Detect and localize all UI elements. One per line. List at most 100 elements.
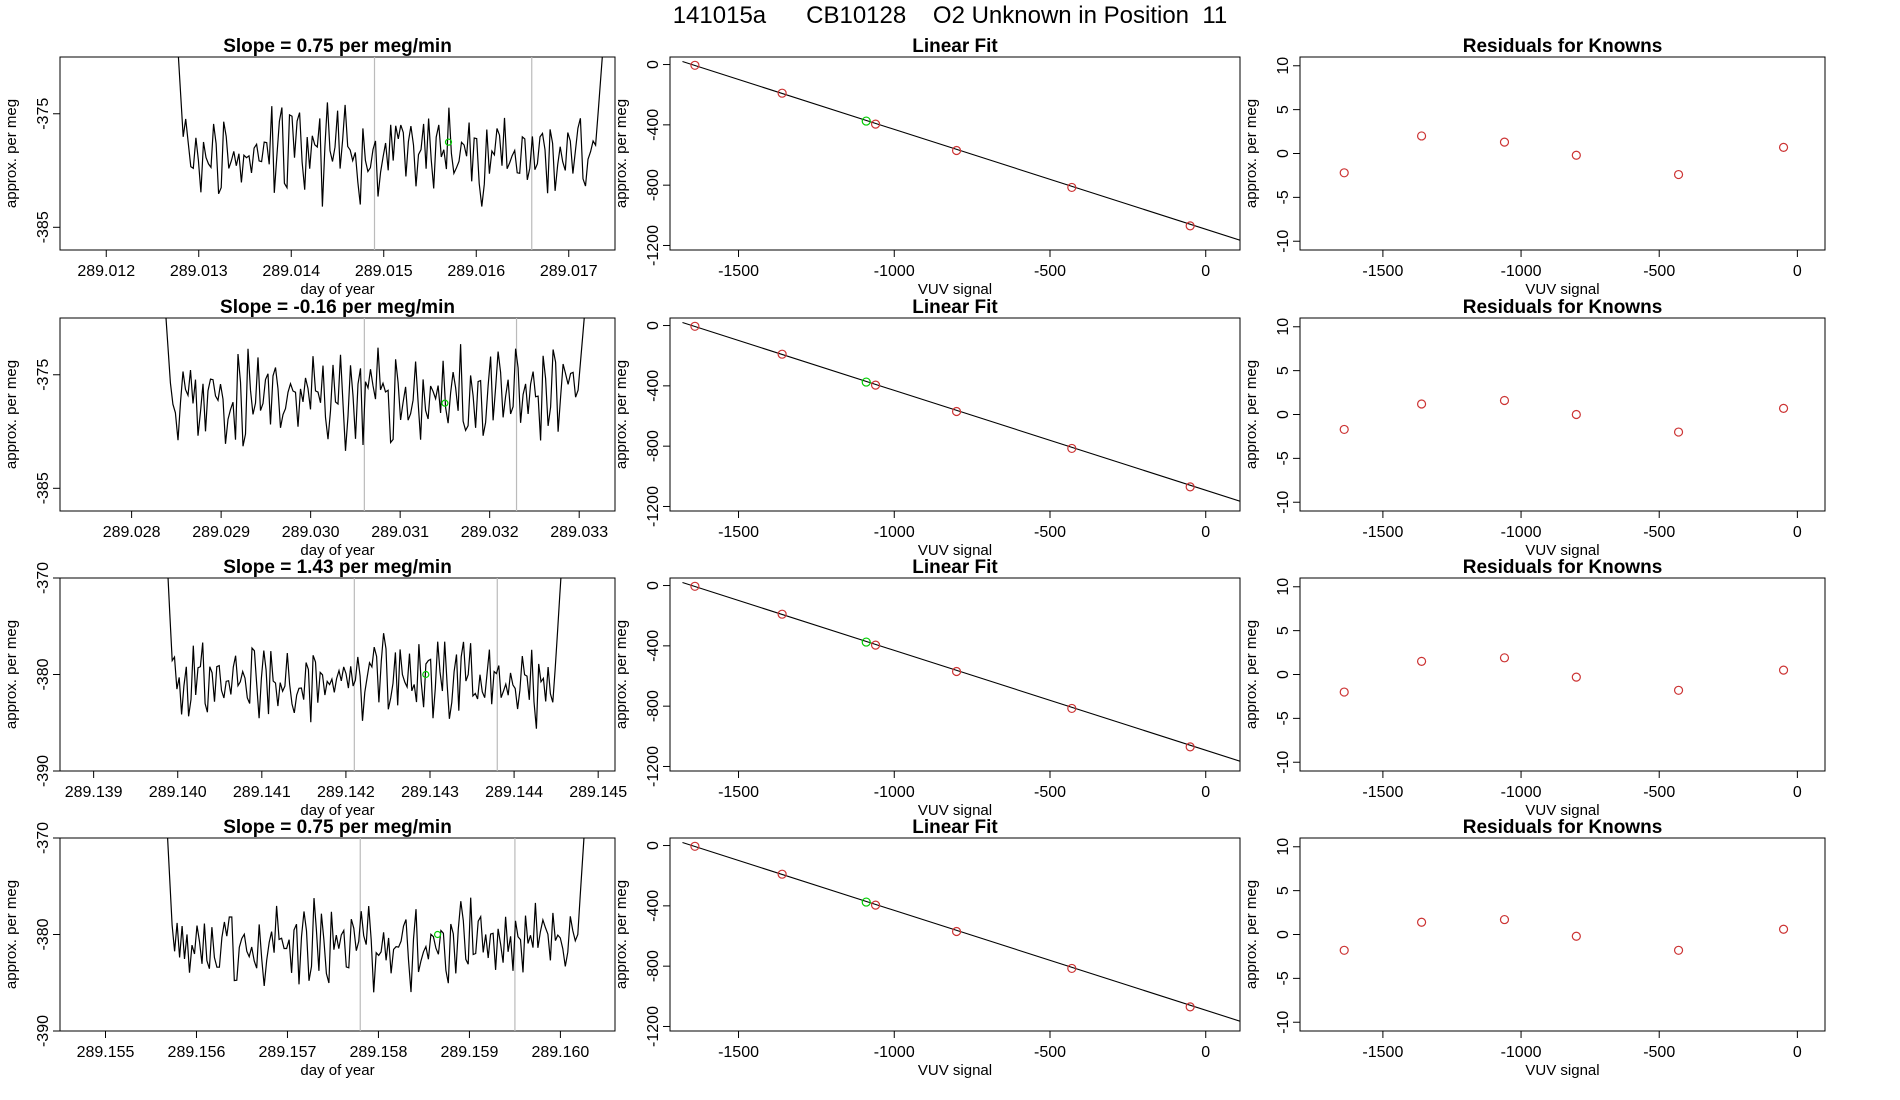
- panel-6: Residuals for Knowns -1500 -1000 -500 0 10 5 0 -…: [1243, 297, 1826, 559]
- plot-frame: [669, 317, 1241, 512]
- plot-area: [166, 838, 585, 1031]
- x-tick-label: 289.030: [282, 524, 340, 541]
- unknown-data-point: [861, 377, 871, 387]
- plot-frame: [59, 837, 616, 1032]
- x-tick-label: -1000: [1501, 1044, 1542, 1061]
- y-tick-label: -385: [35, 211, 52, 243]
- known-data-point: [1185, 221, 1195, 231]
- x-tick-label: -500: [1034, 784, 1066, 801]
- x-tick-label: 0: [1793, 1044, 1802, 1061]
- x-tick-label: 289.142: [317, 784, 375, 801]
- x-tick-label: 289.031: [371, 524, 429, 541]
- y-tick-label: 10: [1275, 57, 1292, 75]
- x-tick-label: -1500: [1362, 784, 1403, 801]
- x-tick-label: -1000: [874, 524, 915, 541]
- y-tick-label: -385: [35, 472, 52, 504]
- known-data-point: [870, 900, 881, 910]
- panel-11: Linear Fit -1500 -1000 -500 0 0 -400 -800 -1200 V…: [613, 817, 1241, 1079]
- plot-frame: [669, 577, 1241, 772]
- signal-series-line: [166, 838, 585, 993]
- unknown-marker-point: [444, 138, 453, 146]
- known-data-point: [1416, 399, 1427, 409]
- x-axis-label: VUV signal: [1525, 1062, 1599, 1079]
- y-tick-label: -800: [645, 690, 662, 722]
- chart-title: Linear Fit: [912, 36, 998, 57]
- known-data-point: [1067, 963, 1077, 974]
- plot-area: [177, 57, 603, 250]
- plot-frame: [1299, 577, 1826, 772]
- panel-8: Linear Fit -1500 -1000 -500 0 0 -400 -800 -1200 V…: [613, 557, 1241, 819]
- x-tick-label: 0: [1201, 784, 1210, 801]
- y-tick-label: -5: [1275, 971, 1292, 985]
- signal-series-line: [167, 578, 562, 729]
- y-tick-label: -380: [35, 918, 52, 950]
- known-data-point: [1499, 914, 1510, 925]
- x-tick-label: 289.140: [149, 784, 207, 801]
- x-tick-label: 289.156: [168, 1044, 226, 1061]
- y-tick-label: -10: [1275, 751, 1292, 774]
- chart-title: Slope = 1.43 per meg/min: [223, 557, 452, 578]
- x-tick-label: 289.139: [65, 784, 123, 801]
- y-tick-label: 5: [1275, 886, 1292, 895]
- x-tick-label: 289.032: [461, 524, 519, 541]
- x-tick-label: -1000: [874, 1044, 915, 1061]
- y-tick-label: 10: [1275, 318, 1292, 336]
- known-data-point: [1339, 687, 1349, 697]
- x-tick-label: 289.158: [350, 1044, 408, 1061]
- plot-frame: [59, 317, 616, 512]
- panel-7: Slope = 1.43 per meg/min 289.139 289.140 28…: [3, 557, 627, 819]
- y-tick-label: -800: [645, 430, 662, 462]
- y-tick-label: -800: [645, 169, 662, 201]
- x-tick-label: -1000: [1501, 263, 1542, 280]
- x-tick-label: -1000: [1501, 784, 1542, 801]
- plot-area: [1339, 395, 1789, 437]
- x-tick-label: 289.160: [531, 1044, 589, 1061]
- y-tick-label: -375: [35, 98, 52, 130]
- x-tick-label: 0: [1201, 263, 1210, 280]
- known-data-point: [1339, 945, 1349, 955]
- known-data-point: [777, 869, 787, 879]
- y-tick-label: -5: [1275, 711, 1292, 725]
- known-data-point: [1416, 131, 1427, 141]
- x-axis-label: VUV signal: [918, 802, 992, 819]
- x-axis-label: VUV signal: [1525, 802, 1599, 819]
- plot-area: [682, 581, 1240, 762]
- fit-line: [682, 321, 1240, 502]
- known-data-point: [1339, 168, 1349, 178]
- x-tick-label: 289.145: [569, 784, 627, 801]
- y-tick-label: 0: [645, 60, 662, 69]
- y-tick-label: -10: [1275, 1011, 1292, 1034]
- y-tick-label: -400: [645, 630, 662, 662]
- known-data-point: [690, 581, 700, 591]
- known-data-point: [1673, 169, 1684, 180]
- known-data-point: [1416, 656, 1427, 666]
- known-data-point: [1499, 395, 1510, 406]
- page-title: 141015a CB10128 O2 Unknown in Position 1…: [672, 2, 1228, 29]
- x-tick-label: -1500: [1362, 1044, 1403, 1061]
- x-tick-label: -1500: [718, 1044, 759, 1061]
- plot-area: [165, 318, 585, 511]
- known-data-point: [951, 926, 962, 937]
- known-data-point: [1067, 182, 1077, 193]
- x-axis-label: VUV signal: [1525, 542, 1599, 559]
- known-data-point: [870, 119, 881, 129]
- x-axis-label: day of year: [300, 281, 374, 298]
- known-data-point: [1339, 424, 1349, 435]
- panel-4: Slope = -0.16 per meg/min 289.028 289.029 2…: [3, 297, 616, 559]
- x-tick-label: -1000: [874, 263, 915, 280]
- x-tick-label: 289.141: [233, 784, 291, 801]
- known-data-point: [1778, 924, 1789, 934]
- x-tick-label: -500: [1643, 1044, 1675, 1061]
- y-axis-label: approx. per meg: [3, 620, 20, 729]
- plot-area: [682, 841, 1240, 1022]
- x-axis-label: VUV signal: [918, 1062, 992, 1079]
- x-tick-label: -1500: [718, 784, 759, 801]
- known-data-point: [1673, 945, 1684, 955]
- y-tick-label: 10: [1275, 578, 1292, 596]
- x-tick-label: 289.159: [441, 1044, 499, 1061]
- y-axis-label: approx. per meg: [613, 360, 630, 469]
- plot-frame: [669, 837, 1241, 1032]
- panel-2: Linear Fit -1500 -1000 -500 0 0 -400 -800 -1200 V…: [613, 36, 1241, 298]
- y-tick-label: 0: [1275, 930, 1292, 939]
